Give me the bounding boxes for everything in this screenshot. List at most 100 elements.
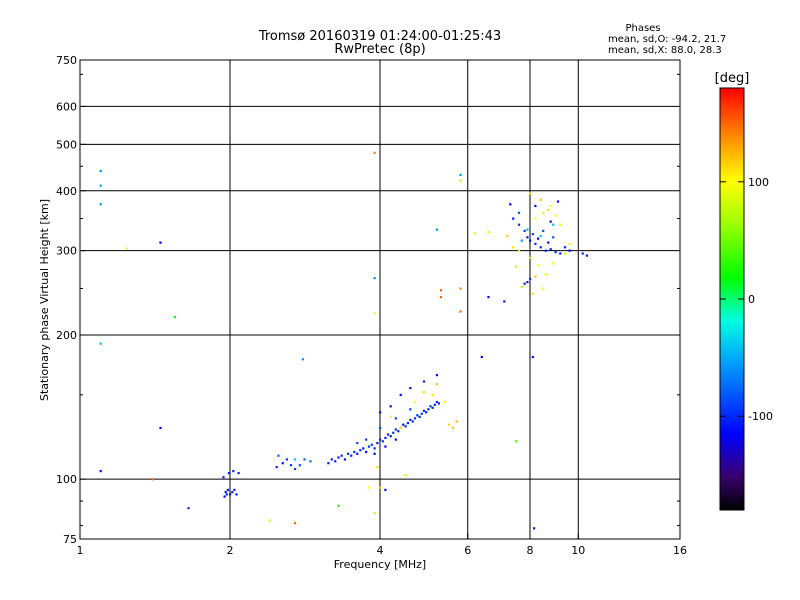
data-point: [384, 488, 387, 491]
stats-o-mode: mean, sd,O: -94.2, 21.7: [608, 34, 726, 45]
data-point: [554, 251, 557, 254]
data-point: [409, 387, 412, 390]
data-point: [585, 254, 588, 257]
data-point: [233, 488, 236, 491]
data-point: [529, 239, 532, 242]
data-point: [531, 355, 534, 359]
y-tick-label: 400: [56, 185, 77, 198]
data-point: [159, 241, 162, 244]
data-point: [537, 264, 540, 267]
data-point: [387, 433, 390, 436]
data-point: [581, 252, 584, 255]
data-point: [367, 445, 371, 448]
data-point: [523, 229, 526, 232]
data-point: [392, 431, 395, 434]
data-point: [99, 342, 102, 345]
data-point: [298, 464, 301, 467]
data-point: [356, 452, 359, 455]
data-point: [487, 231, 490, 234]
data-point: [435, 383, 438, 386]
data-point: [520, 239, 523, 242]
data-point: [373, 512, 376, 515]
data-point: [376, 466, 379, 469]
data-point: [447, 423, 451, 426]
data-point: [437, 402, 440, 405]
data-point: [381, 440, 384, 443]
data-point: [99, 169, 102, 173]
data-point: [422, 380, 426, 383]
data-point: [526, 281, 529, 284]
data-point: [301, 358, 304, 361]
data-point: [285, 458, 288, 461]
y-tick-label: 300: [56, 245, 77, 258]
data-point: [406, 422, 410, 425]
data-point: [235, 493, 238, 496]
data-point: [394, 417, 397, 420]
y-axis-label: Stationary phase Virtual Height [km]: [38, 199, 51, 401]
y-tick-label: 600: [56, 100, 77, 113]
data-point: [394, 428, 397, 431]
data-point: [526, 236, 529, 239]
data-point: [529, 256, 532, 259]
data-point: [529, 277, 532, 280]
data-point: [539, 246, 542, 249]
data-point: [529, 192, 532, 195]
data-point: [439, 289, 443, 292]
data-point: [549, 220, 552, 223]
y-tick-label: 500: [56, 138, 77, 151]
data-point: [225, 493, 228, 496]
x-axis-label: Frequency [MHz]: [334, 558, 426, 571]
y-tick-label: 100: [56, 473, 77, 486]
x-tick-label: 8: [527, 544, 534, 557]
data-point: [327, 462, 330, 465]
data-point: [379, 426, 382, 429]
plot-frame: [79, 59, 681, 540]
y-tick-label: 750: [56, 54, 77, 67]
data-point: [340, 454, 343, 457]
data-point: [435, 374, 438, 377]
data-point: [293, 522, 297, 525]
data-point: [563, 246, 567, 249]
chart-subtitle: RwPretec (8p): [334, 42, 425, 57]
data-point: [125, 247, 128, 250]
data-point: [459, 310, 462, 313]
data-point: [512, 246, 515, 249]
data-point: [487, 296, 490, 299]
data-point: [539, 198, 542, 201]
data-point: [533, 527, 536, 530]
data-point: [373, 447, 376, 450]
x-tick-label: 10: [571, 544, 585, 557]
data-point: [227, 472, 231, 475]
data-point: [373, 312, 376, 315]
data-point: [418, 415, 421, 418]
stats-title: Phases: [625, 23, 660, 34]
data-point: [531, 292, 534, 295]
data-point: [337, 456, 340, 459]
data-point: [350, 454, 353, 457]
data-point: [455, 420, 458, 423]
x-tick-label: 16: [673, 544, 687, 557]
colorbar-tick-label: 100: [748, 176, 769, 189]
data-point: [409, 418, 412, 421]
data-point: [515, 265, 518, 268]
data-point: [422, 409, 426, 412]
data-point: [402, 423, 405, 426]
data-point: [337, 504, 340, 507]
data-point: [275, 466, 278, 469]
data-point: [568, 242, 571, 245]
data-point: [373, 151, 376, 154]
data-point: [293, 458, 297, 461]
data-point: [229, 493, 232, 496]
data-point: [547, 208, 550, 211]
data-point: [542, 229, 545, 232]
data-point: [554, 214, 557, 217]
colorbar-tick-label: 0: [748, 293, 755, 306]
data-point: [353, 450, 356, 454]
data-point: [99, 203, 102, 206]
data-point: [539, 234, 542, 238]
data-point: [517, 223, 521, 226]
data-point: [277, 454, 280, 457]
colorbar-ticks: 100 0 -100: [720, 176, 773, 423]
data-point: [379, 438, 382, 441]
data-point: [520, 285, 523, 289]
